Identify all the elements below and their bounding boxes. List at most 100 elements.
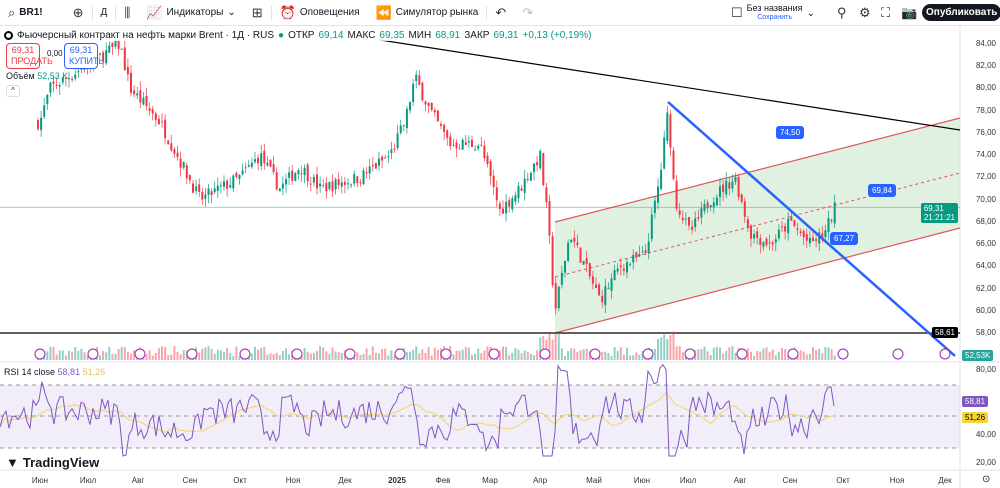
candle-body bbox=[715, 197, 718, 206]
candle-body bbox=[219, 185, 222, 187]
interval-button[interactable]: Д bbox=[100, 7, 108, 18]
channel-lower-label[interactable]: 67,27 bbox=[830, 232, 859, 245]
candle-body bbox=[622, 268, 625, 271]
candle-body bbox=[517, 185, 520, 199]
price-axis-label: 66,00 bbox=[975, 239, 996, 249]
channel-upper-label[interactable]: 74,50 bbox=[776, 126, 805, 139]
candle-body bbox=[638, 254, 641, 257]
candle-body bbox=[300, 173, 303, 175]
trend-line-blue bbox=[667, 101, 956, 357]
indicators-button[interactable]: 📈 Индикаторы ⌄ bbox=[146, 4, 236, 20]
candle-body bbox=[71, 78, 74, 80]
channel-upper-line bbox=[554, 117, 961, 223]
volume-bar bbox=[508, 355, 511, 360]
volume-bar bbox=[616, 350, 619, 360]
candle-body bbox=[706, 202, 709, 209]
candle-body bbox=[591, 276, 594, 284]
volume-bar bbox=[303, 348, 306, 360]
candle-body bbox=[443, 124, 446, 132]
candle-body bbox=[694, 218, 697, 228]
candle-body bbox=[381, 156, 384, 161]
top-toolbar: ⌕ BR1! ⊕ Д ⫼ 📈 Индикаторы ⌄ ⊞ ⏰ Оповещения ⏪… bbox=[0, 0, 1000, 26]
candle-body bbox=[161, 121, 163, 123]
candle-body bbox=[151, 109, 154, 114]
divider bbox=[91, 5, 93, 20]
candle-body bbox=[756, 231, 759, 238]
channel-fill bbox=[555, 118, 960, 333]
candle-body bbox=[666, 112, 669, 141]
event-icon bbox=[344, 348, 356, 360]
buy-button[interactable]: 69,31 КУПИТЬ bbox=[64, 43, 104, 69]
alerts-button[interactable]: ⏰ Оповещения bbox=[279, 4, 360, 20]
volume-bar bbox=[812, 347, 814, 360]
candle-body bbox=[678, 210, 681, 215]
volume-bar bbox=[715, 347, 718, 360]
candle-body bbox=[269, 159, 272, 167]
collapse-legend-button[interactable]: ^ bbox=[6, 85, 20, 97]
candle-body bbox=[247, 164, 250, 167]
candle-body bbox=[567, 242, 570, 261]
candle-body bbox=[830, 219, 833, 221]
candle-body bbox=[390, 149, 393, 154]
candle-body bbox=[207, 188, 210, 195]
undo-button[interactable]: ↶ bbox=[487, 0, 514, 26]
channel-mid-label[interactable]: 69,84 bbox=[868, 184, 897, 197]
date-label: Авг bbox=[733, 476, 747, 485]
publish-button[interactable]: Опубликовать bbox=[922, 4, 1000, 21]
candle-body bbox=[384, 157, 387, 159]
chart-type-button[interactable]: ⫼ bbox=[116, 0, 138, 26]
symbol-search[interactable]: ⌕ BR1! bbox=[8, 4, 43, 20]
rsi-ma-tag: 51,26 bbox=[962, 412, 989, 423]
volume-bar bbox=[815, 350, 818, 360]
candle-body bbox=[802, 230, 805, 238]
candle-body bbox=[514, 195, 517, 202]
fullscreen-button[interactable]: ⛶ bbox=[878, 0, 893, 26]
price-axis-label: 74,00 bbox=[975, 150, 996, 160]
settings-button[interactable]: ⚙ bbox=[856, 0, 874, 26]
candle-body bbox=[743, 201, 746, 217]
volume-bar bbox=[176, 351, 179, 360]
volume-bar bbox=[238, 355, 241, 360]
candle-body bbox=[195, 186, 198, 191]
candle-body bbox=[737, 177, 740, 198]
volume-bar bbox=[71, 351, 74, 360]
layout-button[interactable]: ☐ Без названия Сохранить ⌄ bbox=[731, 3, 815, 22]
candle-body bbox=[185, 165, 188, 179]
go-to-date-icon[interactable]: ⊙ bbox=[982, 474, 991, 485]
candle-body bbox=[681, 217, 684, 221]
event-icon bbox=[394, 348, 406, 360]
candle-body bbox=[455, 142, 458, 149]
candle-body bbox=[657, 186, 659, 203]
candle-body bbox=[486, 155, 489, 165]
candle-body bbox=[368, 166, 371, 174]
candle-body bbox=[750, 225, 752, 239]
candle-body bbox=[505, 201, 508, 214]
candle-body bbox=[136, 93, 139, 96]
volume-bar bbox=[560, 348, 563, 360]
volume-bar bbox=[319, 346, 322, 360]
quick-search-button[interactable]: ⚲ bbox=[834, 0, 850, 26]
volume-bar bbox=[564, 355, 566, 360]
replay-button[interactable]: ⏪ Симулятор рынка bbox=[375, 4, 479, 20]
screenshot-button[interactable]: 📷 bbox=[898, 0, 920, 26]
candle-body bbox=[489, 161, 492, 177]
volume-bar bbox=[750, 351, 752, 360]
volume-bar bbox=[774, 355, 777, 360]
divider bbox=[115, 5, 117, 20]
candle-body bbox=[725, 180, 728, 195]
date-label: Июн bbox=[31, 476, 49, 485]
redo-button[interactable]: ↷ bbox=[514, 0, 541, 26]
candle-body bbox=[350, 184, 353, 186]
candle-body bbox=[173, 149, 176, 154]
volume-bar bbox=[204, 347, 207, 360]
sell-button[interactable]: 69,31 ПРОДАТЬ bbox=[6, 43, 53, 69]
compare-button[interactable]: ⊕ bbox=[65, 0, 92, 26]
volume-bar bbox=[421, 349, 424, 360]
volume-bar bbox=[455, 350, 458, 360]
volume-bar bbox=[412, 349, 415, 360]
templates-button[interactable]: ⊞ bbox=[244, 0, 271, 26]
candle-body bbox=[474, 149, 477, 151]
tradingview-logo[interactable]: ▼ TradingView bbox=[6, 455, 100, 470]
candle-body bbox=[49, 82, 52, 93]
